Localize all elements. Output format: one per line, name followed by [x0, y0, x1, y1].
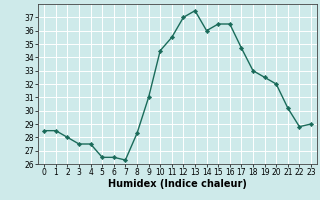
X-axis label: Humidex (Indice chaleur): Humidex (Indice chaleur) [108, 179, 247, 189]
